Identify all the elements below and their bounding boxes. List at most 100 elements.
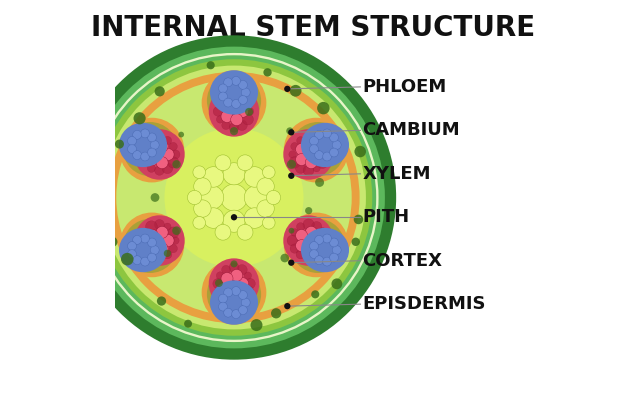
Circle shape	[148, 238, 156, 247]
Circle shape	[207, 267, 261, 322]
Circle shape	[311, 222, 322, 232]
Circle shape	[354, 146, 366, 157]
Circle shape	[157, 296, 166, 306]
Circle shape	[319, 245, 326, 252]
Circle shape	[156, 140, 168, 152]
Circle shape	[303, 165, 314, 176]
Circle shape	[311, 249, 322, 260]
Circle shape	[156, 243, 168, 255]
Circle shape	[246, 108, 254, 115]
Circle shape	[290, 143, 299, 150]
Circle shape	[303, 251, 314, 262]
Circle shape	[237, 278, 249, 290]
Circle shape	[123, 122, 177, 176]
Circle shape	[146, 240, 158, 252]
Circle shape	[232, 287, 240, 295]
Circle shape	[193, 216, 205, 229]
Circle shape	[172, 237, 179, 244]
Circle shape	[304, 134, 314, 143]
Circle shape	[305, 207, 312, 214]
Ellipse shape	[119, 228, 167, 272]
Circle shape	[221, 111, 233, 122]
Ellipse shape	[119, 123, 167, 167]
Circle shape	[208, 86, 259, 137]
Circle shape	[245, 108, 253, 116]
Circle shape	[310, 137, 319, 145]
Circle shape	[155, 86, 165, 96]
Circle shape	[172, 226, 181, 235]
Text: CAMBIUM: CAMBIUM	[362, 121, 460, 139]
Circle shape	[147, 164, 155, 172]
Circle shape	[267, 190, 280, 205]
Circle shape	[295, 163, 305, 173]
Circle shape	[150, 246, 159, 254]
Circle shape	[284, 215, 334, 266]
Circle shape	[239, 306, 247, 314]
Circle shape	[169, 245, 177, 253]
Circle shape	[141, 234, 150, 243]
Circle shape	[313, 165, 320, 172]
Circle shape	[284, 303, 290, 309]
Circle shape	[317, 141, 329, 152]
Circle shape	[329, 148, 339, 157]
Circle shape	[310, 242, 319, 250]
Circle shape	[311, 135, 322, 146]
Circle shape	[163, 136, 172, 145]
Circle shape	[208, 258, 259, 309]
Circle shape	[239, 291, 247, 299]
Circle shape	[116, 80, 352, 315]
Circle shape	[139, 236, 148, 245]
Circle shape	[151, 193, 160, 202]
Circle shape	[237, 155, 253, 171]
Circle shape	[230, 114, 243, 126]
Circle shape	[257, 178, 274, 195]
Circle shape	[162, 235, 174, 246]
Circle shape	[237, 265, 247, 275]
Circle shape	[287, 160, 296, 169]
Circle shape	[134, 129, 185, 180]
Circle shape	[290, 244, 299, 253]
Circle shape	[310, 145, 319, 153]
Text: CORTEX: CORTEX	[362, 252, 443, 270]
Text: PITH: PITH	[362, 208, 409, 226]
Circle shape	[133, 112, 146, 124]
Circle shape	[262, 166, 275, 179]
Circle shape	[164, 223, 171, 230]
Circle shape	[193, 178, 211, 195]
Circle shape	[96, 59, 372, 336]
Circle shape	[245, 278, 255, 289]
Circle shape	[290, 122, 345, 176]
Circle shape	[305, 157, 317, 169]
Circle shape	[223, 288, 233, 297]
Circle shape	[108, 72, 359, 323]
Circle shape	[237, 120, 247, 130]
Circle shape	[317, 228, 327, 237]
Circle shape	[315, 178, 324, 187]
Circle shape	[305, 243, 317, 255]
Circle shape	[284, 86, 290, 92]
Circle shape	[332, 246, 341, 254]
Circle shape	[288, 129, 294, 135]
Circle shape	[315, 235, 324, 245]
Circle shape	[322, 234, 331, 243]
Circle shape	[187, 190, 202, 205]
Circle shape	[289, 157, 300, 168]
Circle shape	[290, 85, 302, 97]
Circle shape	[202, 260, 266, 325]
Circle shape	[215, 279, 223, 287]
Circle shape	[320, 150, 329, 159]
Circle shape	[184, 320, 192, 328]
Circle shape	[232, 310, 240, 318]
Circle shape	[237, 224, 253, 240]
Circle shape	[315, 256, 324, 265]
Circle shape	[156, 157, 168, 169]
Circle shape	[146, 249, 156, 260]
Circle shape	[244, 208, 265, 228]
Ellipse shape	[301, 123, 349, 167]
Circle shape	[146, 154, 158, 166]
Circle shape	[230, 269, 243, 281]
Circle shape	[141, 142, 150, 151]
Circle shape	[107, 237, 118, 247]
Circle shape	[284, 129, 334, 180]
Circle shape	[146, 229, 158, 241]
